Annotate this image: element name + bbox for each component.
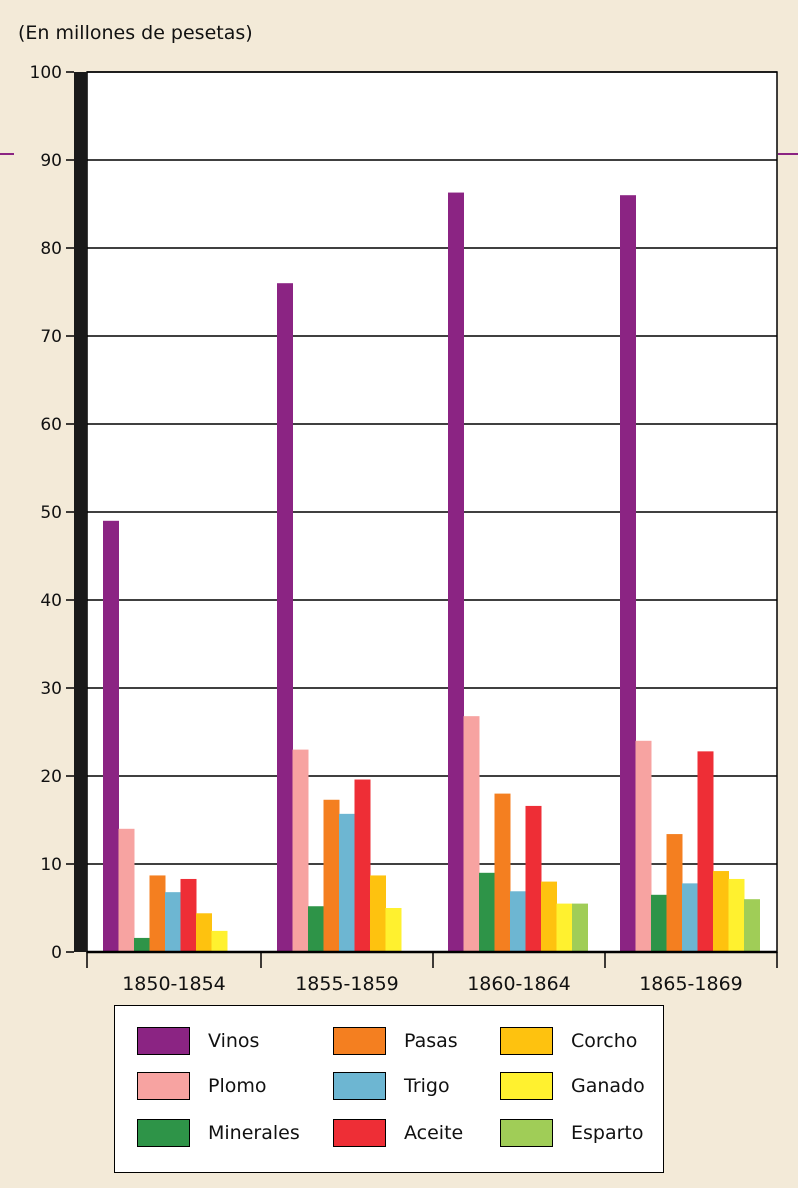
bar-vinos-1865-1869	[620, 195, 636, 952]
y-tick-label: 90	[40, 151, 62, 171]
legend-item-ganado: Ganado	[500, 1071, 645, 1101]
legend-swatch	[137, 1027, 190, 1055]
bar-minerales-1855-1859	[308, 906, 324, 952]
bar-minerales-1865-1869	[651, 894, 667, 952]
bar-trigo-1855-1859	[339, 813, 355, 952]
bar-pasas-1865-1869	[666, 834, 683, 952]
legend-swatch	[333, 1072, 386, 1100]
y-tick-label: 100	[30, 63, 62, 83]
y-tick-label: 50	[40, 503, 62, 523]
legend-item-pasas: Pasas	[333, 1026, 458, 1056]
bar-corcho-1865-1869	[713, 871, 729, 952]
y-axis-bar	[74, 72, 87, 952]
y-tick-label: 80	[40, 239, 62, 259]
bar-corcho-1860-1864	[541, 881, 557, 952]
bar-plomo-1850-1854	[118, 828, 135, 952]
legend-swatch	[333, 1027, 386, 1055]
legend-item-corcho: Corcho	[500, 1026, 637, 1056]
legend-swatch	[137, 1119, 190, 1147]
x-tick-label: 1865-1869	[639, 973, 743, 995]
x-tick-label: 1860-1864	[467, 973, 571, 995]
x-tick-label: 1850-1854	[122, 973, 226, 995]
bar-corcho-1855-1859	[370, 875, 386, 952]
bar-plomo-1865-1869	[635, 740, 652, 952]
y-tick-label: 40	[40, 591, 62, 611]
legend: Vinos Plomo Minerales Pasas Trigo Aceite Corch…	[114, 1005, 664, 1173]
bar-minerales-1860-1864	[479, 872, 495, 952]
bar-pasas-1850-1854	[149, 875, 166, 952]
bar-plomo-1860-1864	[463, 716, 480, 952]
bar-pasas-1855-1859	[323, 799, 340, 952]
unit-label: (En millones de pesetas)	[18, 22, 253, 44]
legend-label: Vinos	[208, 1030, 260, 1052]
y-tick-label: 30	[40, 679, 62, 699]
legend-label: Trigo	[404, 1075, 450, 1097]
legend-swatch	[500, 1027, 553, 1055]
bar-esparto-1865-1869	[744, 899, 760, 952]
y-tick-label: 0	[51, 943, 62, 963]
legend-label: Corcho	[571, 1030, 638, 1052]
legend-swatch	[500, 1119, 553, 1147]
bar-ganado-1850-1854	[211, 930, 228, 952]
legend-label: Ganado	[571, 1075, 645, 1097]
bar-vinos-1860-1864	[448, 192, 464, 952]
legend-item-esparto: Esparto	[500, 1118, 644, 1148]
y-axis-ticks: 0 10 20 30 40 50 60 70 80 90 100	[30, 63, 74, 963]
x-axis: 1850-1854 1855-1859 1860-1864 1865-1869	[86, 950, 778, 995]
legend-item-aceite: Aceite	[333, 1118, 463, 1148]
bar-aceite-1855-1859	[354, 779, 371, 952]
bar-esparto-1860-1864	[572, 903, 588, 952]
bar-vinos-1850-1854	[103, 520, 119, 952]
y-tick-label: 70	[40, 327, 62, 347]
legend-swatch	[137, 1072, 190, 1100]
y-tick-label: 20	[40, 767, 62, 787]
bar-plomo-1855-1859	[292, 749, 309, 952]
legend-label: Aceite	[404, 1122, 464, 1144]
bar-pasas-1860-1864	[494, 793, 511, 952]
bar-ganado-1855-1859	[385, 908, 402, 952]
gridlines	[87, 71, 777, 953]
x-tick-label: 1855-1859	[295, 973, 399, 995]
legend-item-minerales: Minerales	[137, 1118, 300, 1148]
bar-trigo-1865-1869	[682, 883, 698, 952]
y-tick-label: 10	[40, 855, 62, 875]
legend-item-plomo: Plomo	[137, 1071, 267, 1101]
y-tick-label: 60	[40, 415, 62, 435]
legend-label: Plomo	[208, 1075, 267, 1097]
legend-item-vinos: Vinos	[137, 1026, 259, 1056]
bar-trigo-1850-1854	[165, 892, 181, 952]
bar-aceite-1860-1864	[525, 805, 542, 952]
legend-swatch	[333, 1119, 386, 1147]
bar-corcho-1850-1854	[196, 913, 212, 952]
bar-ganado-1865-1869	[728, 878, 745, 952]
bar-minerales-1850-1854	[134, 937, 150, 952]
legend-label: Esparto	[571, 1122, 644, 1144]
legend-label: Pasas	[404, 1030, 458, 1052]
legend-item-trigo: Trigo	[333, 1071, 450, 1101]
bar-trigo-1860-1864	[510, 891, 526, 952]
bar-aceite-1865-1869	[697, 751, 714, 952]
legend-label: Minerales	[208, 1122, 300, 1144]
bars	[103, 192, 760, 952]
bar-aceite-1850-1854	[180, 878, 197, 952]
legend-swatch	[500, 1072, 553, 1100]
bar-ganado-1860-1864	[556, 903, 573, 952]
bar-vinos-1855-1859	[277, 283, 293, 952]
